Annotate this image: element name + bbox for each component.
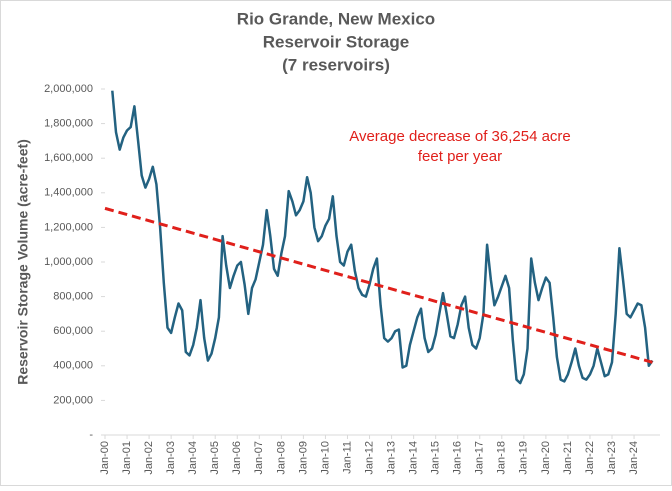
chart-title: Reservoir Storage bbox=[263, 32, 409, 51]
x-tick-label: Jan-24 bbox=[628, 441, 640, 475]
x-tick-label: Jan-17 bbox=[474, 441, 486, 475]
x-tick-label: Jan-13 bbox=[385, 441, 397, 475]
x-tick-label: Jan-21 bbox=[562, 441, 574, 475]
x-tick-label: Jan-02 bbox=[143, 441, 155, 475]
trend-line bbox=[104, 206, 653, 364]
y-tick-label: 1,800,000 bbox=[44, 118, 93, 130]
y-tick-label: 600,000 bbox=[53, 325, 93, 337]
x-tick-label: Jan-12 bbox=[363, 441, 375, 475]
x-tick-label: Jan-15 bbox=[430, 441, 442, 475]
x-tick-label: Jan-18 bbox=[496, 441, 508, 475]
x-tick-label: Jan-23 bbox=[606, 441, 618, 475]
y-tick-label: 1,400,000 bbox=[44, 187, 93, 199]
y-tick-label: 200,000 bbox=[53, 394, 93, 406]
x-tick-label: Jan-01 bbox=[121, 441, 133, 475]
y-tick-label: 2,000,000 bbox=[44, 83, 93, 95]
chart-title: (7 reservoirs) bbox=[282, 55, 390, 74]
y-tick-label: 1,000,000 bbox=[44, 256, 93, 268]
annotation: Average decrease of 36,254 acre bbox=[349, 128, 571, 145]
x-tick-label: Jan-20 bbox=[540, 441, 552, 475]
data-line bbox=[111, 90, 654, 385]
x-tick-label: Jan-16 bbox=[452, 441, 464, 475]
x-tick-label: Jan-00 bbox=[99, 441, 111, 475]
y-tick-label: 800,000 bbox=[53, 291, 93, 303]
y-tick-label: 1,200,000 bbox=[44, 221, 93, 233]
y-axis-title: Reservoir Storage Volume (acre-feet) bbox=[15, 139, 31, 385]
x-tick-label: Jan-09 bbox=[297, 441, 309, 475]
x-tick-label: Jan-14 bbox=[408, 441, 420, 475]
x-tick-label: Jan-04 bbox=[187, 441, 199, 475]
annotation: feet per year bbox=[418, 148, 502, 165]
y-tick-label: 400,000 bbox=[53, 360, 93, 372]
x-tick-label: Jan-11 bbox=[341, 441, 353, 474]
chart-title: Rio Grande, New Mexico bbox=[237, 9, 435, 28]
x-tick-label: Jan-19 bbox=[518, 441, 530, 475]
y-tick-label: - bbox=[89, 429, 93, 441]
x-tick-label: Jan-08 bbox=[275, 441, 287, 475]
x-tick-label: Jan-06 bbox=[231, 441, 243, 475]
y-tick-label: 1,600,000 bbox=[44, 152, 93, 164]
x-tick-label: Jan-07 bbox=[253, 441, 265, 475]
x-tick-label: Jan-10 bbox=[319, 441, 331, 475]
x-tick-label: Jan-22 bbox=[584, 441, 596, 475]
x-tick-label: Jan-05 bbox=[209, 441, 221, 475]
x-tick-label: Jan-03 bbox=[165, 441, 177, 475]
